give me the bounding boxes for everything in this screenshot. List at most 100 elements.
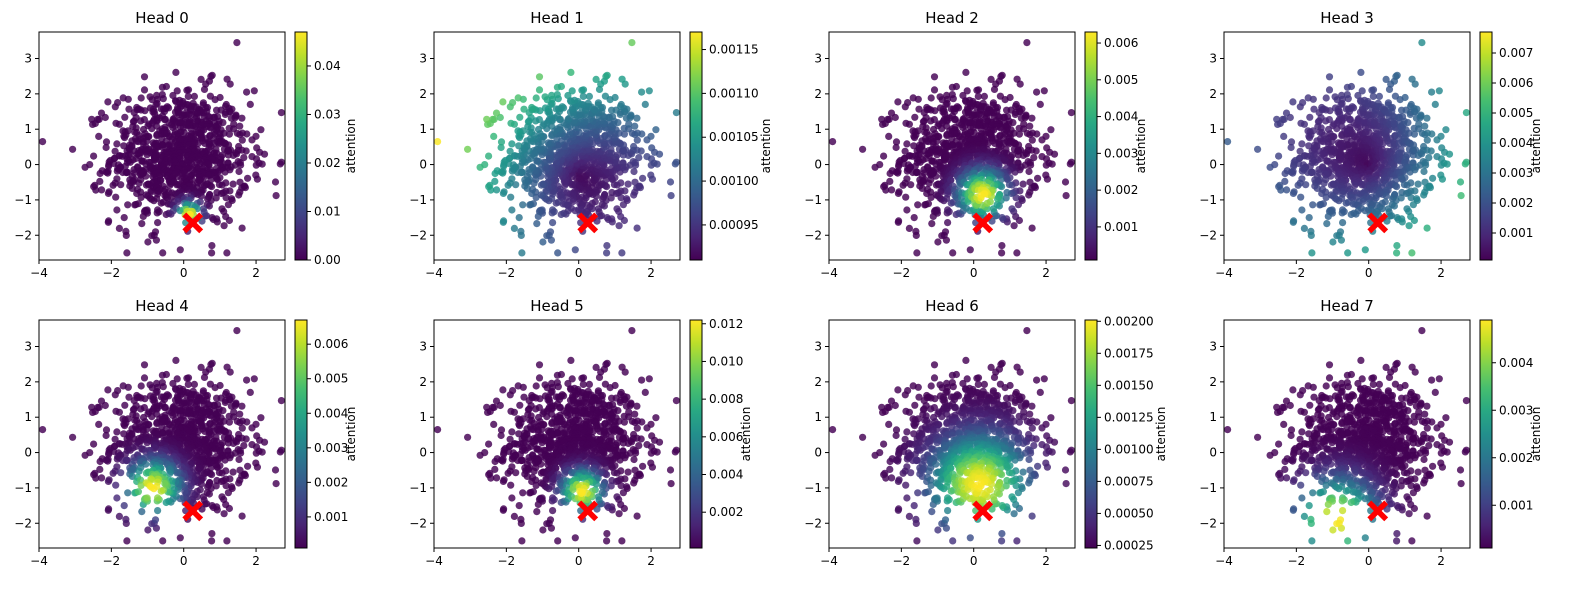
scatter-point [248, 136, 256, 144]
scatter-point [228, 483, 236, 491]
scatter-point [521, 182, 529, 190]
scatter-point [204, 195, 212, 203]
scatter-point [1318, 103, 1326, 112]
scatter-point [1352, 210, 1360, 218]
scatter-point [1361, 246, 1369, 254]
scatter-point [608, 218, 616, 226]
scatter-point [648, 144, 656, 152]
scatter-point [993, 201, 1001, 209]
scatter-point [1411, 80, 1419, 88]
scatter-point [137, 382, 145, 390]
scatter-point [111, 147, 119, 155]
scatter-point [630, 167, 638, 176]
scatter-point [1327, 181, 1335, 189]
scatter-point [553, 91, 561, 99]
scatter-point [947, 176, 955, 184]
scatter-point [930, 86, 939, 94]
scatter-point [39, 138, 47, 146]
scatter-point [994, 195, 1002, 203]
scatter-point [120, 214, 128, 222]
scatter-point [903, 206, 911, 214]
scatter-point [1462, 109, 1470, 117]
scatter-point [1438, 175, 1446, 183]
scatter-point [499, 218, 507, 226]
scatter-point [558, 103, 566, 111]
y-tick-label: −2 [14, 228, 32, 242]
scatter-point [1309, 201, 1317, 209]
scatter-point [1280, 132, 1288, 140]
scatter-point [892, 138, 901, 146]
scatter-point [924, 200, 933, 208]
scatter-point [223, 249, 231, 257]
scatter-point [888, 186, 896, 194]
scatter-point [603, 249, 611, 257]
scatter-point [535, 73, 544, 81]
scatter-point [96, 465, 104, 473]
scatter-point [554, 249, 562, 257]
scatter-point [1023, 39, 1031, 47]
scatter-point [902, 193, 910, 201]
scatter-point [151, 228, 160, 236]
scatter-point [211, 96, 219, 104]
scatter-point [96, 177, 104, 185]
scatter-point [611, 174, 619, 182]
scatter-point [1334, 139, 1342, 147]
scatter-point [211, 384, 219, 392]
scatter-point [123, 456, 132, 464]
scatter-point [927, 188, 935, 196]
scatter-point [117, 469, 125, 477]
scatter-point [931, 107, 939, 115]
scatter-point [208, 537, 216, 545]
scatter-point [223, 537, 231, 545]
y-tick-label: 1 [1209, 122, 1217, 136]
colorbar-label: attention [759, 119, 773, 174]
x-tick-label: 0 [180, 266, 188, 280]
scatter-point [645, 87, 653, 95]
scatter-point [184, 186, 192, 194]
scatter-point [464, 145, 472, 153]
scatter-point [895, 217, 903, 225]
scatter-point [233, 417, 241, 425]
scatter-point [117, 181, 125, 189]
scatter-point [148, 188, 156, 196]
scatter-point [637, 147, 645, 155]
x-tick-label: 2 [252, 266, 260, 280]
scatter-point [1428, 130, 1436, 138]
scatter-point [434, 138, 442, 146]
scatter-point [151, 156, 159, 165]
scatter-point [962, 68, 970, 76]
scatter-point [1445, 150, 1454, 158]
scatter-point [1296, 147, 1304, 155]
scatter-point [1431, 100, 1439, 108]
scatter-point [553, 83, 562, 91]
scatter-point [121, 134, 129, 142]
scatter-point [199, 493, 207, 501]
scatter-point [1010, 222, 1018, 230]
y-tick-label: 3 [1209, 52, 1217, 66]
scatter-point [549, 219, 557, 227]
scatter-point [236, 410, 244, 418]
scatter-point [121, 162, 129, 170]
scatter-point [631, 159, 639, 167]
scatter-point [653, 160, 661, 168]
scatter-point [226, 368, 234, 376]
scatter-point [140, 374, 149, 382]
scatter-point [932, 172, 940, 180]
x-tick-label: 0 [575, 266, 583, 280]
scatter-point [567, 68, 575, 76]
scatter-point [528, 189, 536, 198]
scatter-point [1398, 218, 1406, 226]
scatter-point [221, 110, 229, 118]
query-point-marker [182, 212, 204, 234]
scatter-point [1287, 143, 1295, 152]
scatter-point [1423, 114, 1431, 122]
scatter-point [111, 103, 119, 111]
scatter-point [220, 222, 228, 230]
scatter-point [603, 71, 611, 79]
scatter-point [1369, 92, 1377, 100]
x-tick-label: −4 [425, 266, 443, 280]
scatter-point [520, 105, 528, 113]
scatter-point [235, 167, 243, 176]
scatter-point [1014, 201, 1023, 209]
scatter-point [143, 209, 151, 217]
